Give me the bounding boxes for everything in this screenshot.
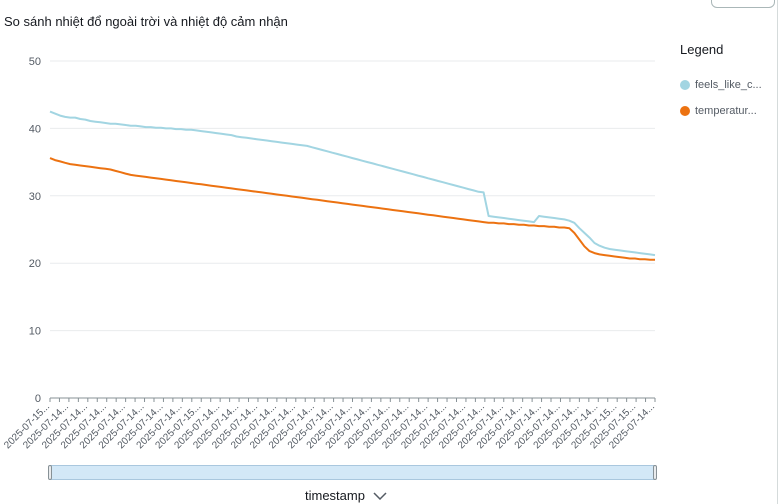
legend-item-feels-like[interactable]: feels_like_c... — [680, 77, 781, 93]
panel-divider — [777, 0, 778, 504]
y-tick-label: 30 — [29, 191, 41, 203]
legend-swatch — [680, 80, 690, 90]
y-tick-label: 0 — [35, 393, 41, 405]
series-line-temperature[interactable] — [49, 157, 655, 261]
y-axis: 0 10 20 30 40 50 — [29, 56, 41, 405]
brush-handle-left[interactable] — [48, 465, 52, 480]
series-line-feels-like[interactable] — [49, 110, 656, 257]
series-lines — [49, 110, 656, 261]
x-axis-title: timestamp — [305, 488, 365, 503]
x-axis-field-selector[interactable]: timestamp — [305, 488, 387, 503]
chart-title: So sánh nhiệt đổ ngoài trời và nhiệt độ … — [4, 14, 288, 29]
brush-handle-right[interactable] — [653, 465, 657, 480]
y-tick-label: 10 — [29, 326, 41, 338]
legend-label: feels_like_c... — [695, 79, 762, 91]
legend-swatch — [680, 106, 690, 116]
range-brush[interactable] — [50, 465, 655, 480]
toolbar-pill[interactable] — [711, 0, 775, 8]
legend-item-temperature[interactable]: temperatur... — [680, 103, 781, 119]
chevron-down-icon — [373, 491, 387, 500]
x-axis: 2025-07-15...2025-07-14...2025-07-14...2… — [2, 398, 657, 451]
legend-title: Legend — [680, 42, 724, 57]
y-tick-label: 20 — [29, 258, 41, 270]
legend: Legend feels_like_c... temperatur... — [668, 30, 780, 130]
y-tick-label: 50 — [29, 56, 41, 68]
grid-lines — [50, 60, 655, 399]
legend-label: temperatur... — [695, 105, 757, 117]
y-tick-label: 40 — [29, 123, 41, 135]
